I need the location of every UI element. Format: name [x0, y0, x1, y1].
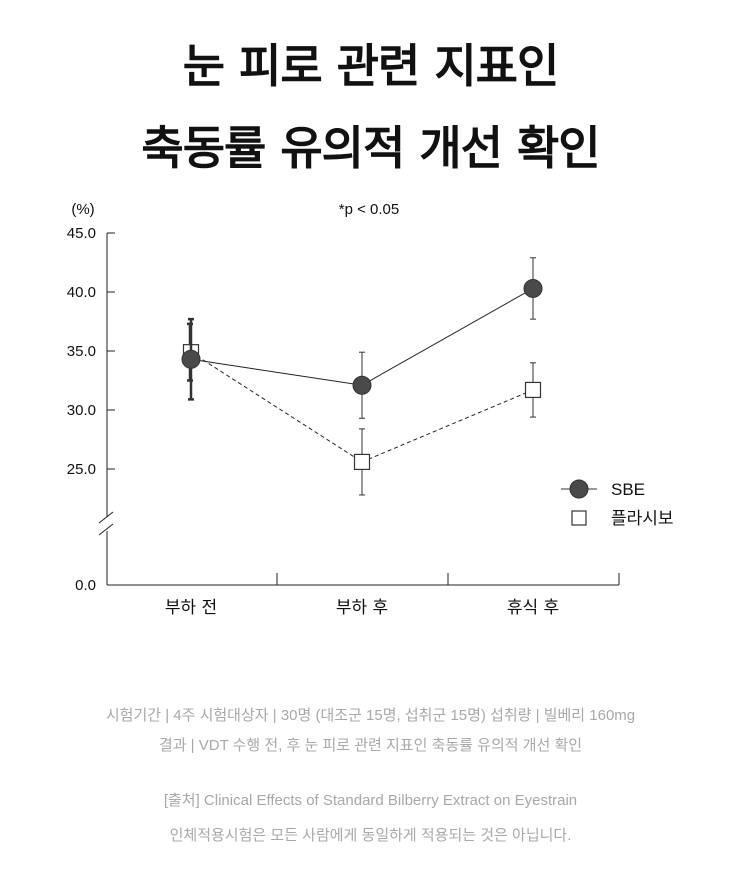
series — [181, 257, 543, 496]
series-sbe — [181, 257, 543, 419]
axis-break-mark — [98, 523, 114, 536]
footnote-study-info: 시험기간 | 4주 시험대상자 | 30명 (대조군 15명, 섭취군 15명)… — [105, 707, 636, 724]
data-point-square — [353, 453, 371, 471]
legend-marker-circle — [569, 479, 589, 499]
title-line-2: 축동률 유의적 개선 확인 — [141, 121, 600, 175]
title-line-1: 눈 피로 관련 지표인 — [182, 39, 560, 93]
legend-label: 플라시보 — [611, 509, 674, 529]
legend-item-sbe: SBE — [561, 479, 645, 499]
x-tick-label: 부하 전 — [165, 598, 217, 618]
line-chart: 45.0 40.0 35.0 30.0 25.0 0.0 부하 전 부하 후 휴식 후 SBE… — [67, 201, 674, 618]
data-point-circle — [181, 349, 201, 369]
data-point-square — [524, 381, 542, 399]
x-tick-labels: 부하 전 부하 후 휴식 후 — [165, 598, 559, 618]
footnote-source: [출처] Clinical Effects of Standard Bilber… — [163, 792, 578, 809]
x-tick-label: 휴식 후 — [507, 598, 559, 618]
y-tick-labels: 45.0 40.0 35.0 30.0 25.0 0.0 — [67, 225, 115, 594]
footnote-disclaimer: 인체적용시험은 모든 사람에게 동일하게 적용되는 것은 아닙니다. — [169, 827, 572, 844]
footnote-result: 결과 | VDT 수행 전, 후 눈 피로 관련 지표인 축동률 유의적 개선 … — [158, 737, 583, 754]
y-tick-label: 0.0 — [75, 577, 96, 594]
legend: SBE 플라시보 — [561, 479, 674, 529]
axes — [98, 233, 620, 586]
significance-annotation: *p < 0.05 — [339, 201, 399, 218]
axis-break-mark — [98, 511, 114, 524]
legend-item-placebo: 플라시보 — [571, 509, 674, 529]
y-tick-label: 45.0 — [67, 225, 96, 242]
legend-label: SBE — [611, 480, 645, 499]
data-point-circle — [352, 375, 372, 395]
y-tick-label: 25.0 — [67, 461, 96, 478]
data-point-circle — [523, 278, 543, 298]
y-tick-label: 40.0 — [67, 284, 96, 301]
y-unit-label: (%) — [71, 201, 94, 218]
x-tick-label: 부하 후 — [336, 598, 388, 618]
legend-marker-square — [571, 510, 587, 526]
y-tick-label: 30.0 — [67, 402, 96, 419]
y-tick-label: 35.0 — [67, 343, 96, 360]
